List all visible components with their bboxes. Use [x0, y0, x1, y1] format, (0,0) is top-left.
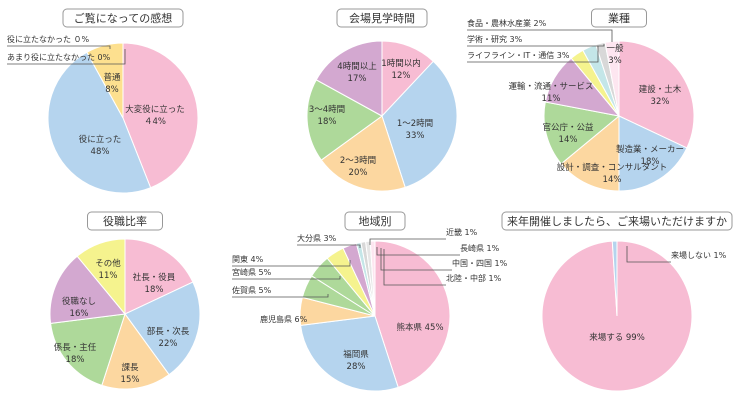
pie-slice	[300, 315, 399, 392]
chart-title-box	[62, 8, 184, 28]
slice-callout-label: 来場しない 1%	[671, 250, 727, 260]
pie-slice	[122, 42, 199, 189]
callout-leader-line	[369, 238, 446, 245]
chart-title-box	[87, 211, 163, 231]
slice-callout-label: 近畿 1%	[446, 227, 478, 237]
slice-label: 製造業・メーカー 18%	[616, 144, 684, 167]
pie-slice	[560, 114, 620, 192]
pie-slice	[49, 255, 126, 324]
chart-title-box	[501, 211, 733, 231]
pie-slice	[124, 238, 194, 315]
slice-callout-label: 北陸・中部 1%	[446, 273, 502, 283]
slice-label: 運輸・流通・サービス 11%	[508, 81, 593, 104]
slice-label: 役に立った 48%	[79, 134, 122, 157]
slice-callout-label: 学術・研究 3%	[467, 34, 523, 44]
pie-slice	[76, 238, 126, 316]
callout-leader-line	[380, 248, 452, 271]
slice-label: 1時間以内 12%	[381, 58, 420, 81]
slice-callout-label: 長崎県 1%	[460, 243, 500, 253]
slice-label: 部長・次長 22%	[147, 326, 190, 349]
slice-label: 1〜2時間 33%	[397, 119, 433, 141]
pie-slice	[320, 115, 406, 192]
pie-slice	[618, 115, 688, 192]
slice-label: 建設・土木 32%	[639, 84, 682, 107]
chart-title: 業種	[608, 11, 630, 25]
callout-leader-line	[7, 45, 111, 49]
callout-leader-line	[467, 29, 613, 42]
chart-title: 会場見学時間	[349, 11, 415, 25]
slice-callout-label: 佐賀県 5%	[232, 285, 272, 295]
chart-title-box	[336, 8, 428, 28]
slice-label: 一般 3%	[606, 43, 624, 66]
callout-leader-line	[626, 246, 671, 263]
slice-callout-label: 大分県 3%	[297, 233, 337, 243]
chart-title: 来年開催しましたら、ご来場いただけますか	[507, 214, 727, 228]
callout-leader-line	[383, 249, 446, 286]
slice-callout-label: 役に立たなかった ０%	[7, 34, 90, 44]
callout-leader-line	[297, 244, 361, 248]
chart-title-box	[344, 211, 406, 231]
chart-title: 役職比率	[103, 214, 147, 228]
chart-title: 地域別	[359, 215, 392, 228]
slice-label: 課長 15%	[121, 362, 140, 385]
slice-label: その他 11%	[95, 258, 121, 281]
pie-slice	[306, 79, 383, 161]
callout-leader-line	[376, 247, 460, 256]
pie-slice	[101, 312, 170, 390]
pie-slice	[47, 51, 152, 194]
pie-slice	[86, 42, 124, 119]
callout-leader-line	[7, 49, 126, 65]
slice-callout-label: 食品・農林水産業 2%	[467, 18, 547, 28]
callout-leader-line	[467, 46, 599, 63]
pie-slice	[611, 240, 618, 317]
pie-slice	[381, 60, 458, 188]
slice-callout-label: ライフライン・IT・通信 3%	[467, 50, 570, 60]
slice-label: 役職なし 16%	[62, 296, 96, 319]
slice-label: 設計・調査・コンサルタント 14%	[557, 162, 668, 185]
pie-chart-2: 会場見学時間 1時間以内 12% 1〜2時間 33% 2〜3時間 20% 3〜4時間 18% 4時…	[306, 8, 458, 192]
slice-label: 4時間以上 17%	[337, 62, 377, 84]
slice-label: 2〜3時間 20%	[340, 156, 376, 178]
callout-leader-line	[467, 44, 605, 47]
callout-leader-line	[232, 276, 341, 280]
slice-callout-label: 宮崎県 5%	[232, 267, 272, 277]
slice-label: 来場する 99%	[589, 332, 645, 343]
chart-title: ご覧になっての感想	[74, 11, 172, 25]
slice-label: 官公庁・公益 14%	[542, 122, 594, 145]
callout-leader-line	[232, 294, 329, 298]
pie-slice	[50, 313, 126, 386]
pie-slice	[124, 281, 201, 376]
pie-slice	[618, 40, 695, 149]
pie-slice	[315, 40, 383, 117]
slice-label: 福岡県 28%	[343, 349, 369, 372]
slice-label: 3〜4時間 18%	[309, 105, 345, 127]
chart-title-box	[591, 8, 647, 28]
slice-label: 大変役に立った４4%	[125, 104, 185, 127]
slice-callout-label: 鹿児島県 6%	[260, 314, 308, 324]
slice-label: 係長・主任 18%	[54, 342, 97, 365]
slice-label: 普通 8%	[103, 72, 121, 95]
callout-leader-line	[232, 260, 351, 267]
pie-slice	[374, 240, 451, 388]
pie-slice	[543, 101, 621, 165]
slice-label: 社長・役員 18%	[133, 272, 176, 295]
slice-callout-label: 関東 4%	[232, 254, 264, 264]
slice-label: 熊本県 45%	[396, 322, 443, 333]
slice-callout-label: あまり役に立たなかった 0%	[7, 52, 111, 62]
slice-callout-label: 中国・四国 1%	[452, 258, 508, 268]
